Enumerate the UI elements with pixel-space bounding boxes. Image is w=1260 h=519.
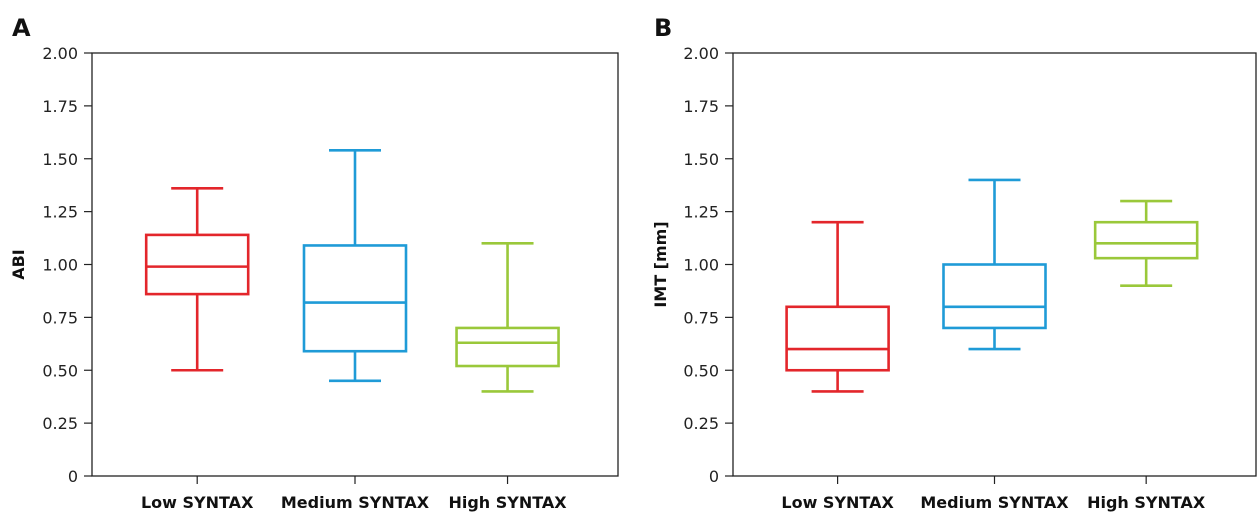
y-tick-label: 1.25 — [42, 203, 78, 222]
box-high-syntax — [455, 242, 560, 393]
y-axis-label: IMT [mm] — [651, 221, 670, 307]
y-tick-label: 1.50 — [42, 150, 78, 169]
y-tick-label: 1.75 — [42, 97, 78, 116]
panel-label: A — [12, 14, 31, 42]
y-tick-label: 2.00 — [683, 44, 719, 63]
y-tick-label: 0.50 — [42, 361, 78, 380]
box-high-syntax — [1093, 199, 1199, 287]
iqr-box — [455, 326, 560, 368]
iqr-box — [942, 263, 1047, 330]
x-category-label: Low SYNTAX — [141, 493, 254, 512]
x-category-label: High SYNTAX — [1087, 493, 1206, 512]
x-category-label: Low SYNTAX — [781, 493, 894, 512]
y-tick-label: 1.50 — [683, 150, 719, 169]
x-category-label: Medium SYNTAX — [281, 493, 430, 512]
y-axis-label: ABI — [9, 249, 28, 280]
y-tick-label: 0.75 — [683, 308, 719, 327]
iqr-box — [302, 244, 408, 353]
y-tick-label: 0.50 — [683, 361, 719, 380]
box-low-syntax — [785, 220, 890, 393]
y-tick-label: 0 — [709, 467, 719, 486]
y-tick-label: 0.75 — [42, 308, 78, 327]
y-tick-label: 0 — [68, 467, 78, 486]
y-tick-label: 1.00 — [683, 256, 719, 275]
chart-panel-b: B 0 0.25 0.50 0.75 1.00 1.25 1.50 1.75 2.00 IMT [m… — [651, 14, 1257, 512]
y-tick-label: 1.25 — [683, 203, 719, 222]
y-tick-label: 1.75 — [683, 97, 719, 116]
y-tick-label: 1.00 — [42, 256, 78, 275]
x-category-label: High SYNTAX — [448, 493, 567, 512]
iqr-box — [1093, 220, 1199, 260]
panel-label: B — [654, 14, 672, 42]
y-tick-label: 0.25 — [42, 414, 78, 433]
y-tick-label: 2.00 — [42, 44, 78, 63]
x-category-label: Medium SYNTAX — [920, 493, 1069, 512]
chart-panel-a: A 0 0.25 0.50 0.75 1.00 1.25 1.50 1.75 2.00 ABI Low… — [9, 14, 619, 512]
box-medium-syntax — [942, 178, 1047, 351]
box-medium-syntax — [302, 148, 408, 383]
plot-frame — [91, 52, 619, 477]
y-tick-label: 0.25 — [683, 414, 719, 433]
box-low-syntax — [144, 187, 250, 372]
iqr-box — [144, 233, 250, 296]
iqr-box — [785, 305, 890, 372]
